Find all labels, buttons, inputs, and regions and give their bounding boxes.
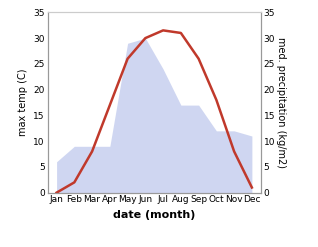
Y-axis label: max temp (C): max temp (C) bbox=[18, 69, 28, 136]
Y-axis label: med. precipitation (kg/m2): med. precipitation (kg/m2) bbox=[276, 37, 286, 168]
X-axis label: date (month): date (month) bbox=[113, 210, 196, 220]
